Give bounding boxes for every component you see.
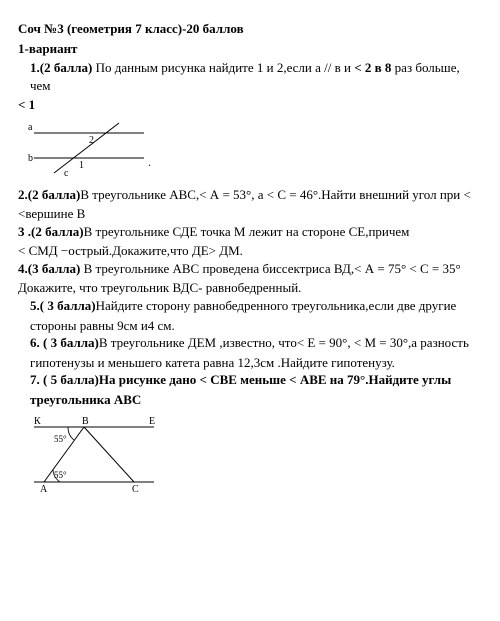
doc-title: Соч №3 (геометрия 7 класс)-20 баллов: [18, 20, 482, 38]
p1-label-a: a: [28, 122, 33, 133]
p7-label-a: А: [40, 484, 48, 495]
p6-num: 6. ( 3 балла): [30, 335, 99, 350]
p3-text: В треугольнике СДЕ точка М лежит на стор…: [84, 224, 410, 239]
p1-lt1: < 1: [18, 96, 482, 114]
p5-line2: стороны равны 9см и4 см.: [18, 317, 482, 335]
problem-6: 6. ( 3 балла)В треугольнике ДЕМ ,известн…: [18, 334, 482, 352]
p1-label-b: b: [28, 153, 33, 164]
problem-1: 1.(2 балла) По данным рисунка найдите 1 …: [18, 59, 482, 94]
p7-label-c: С: [132, 484, 139, 495]
p2-text: В треугольнике АВС,< А = 53°, а < С = 46…: [80, 187, 471, 202]
p2-num: 2.(2 балла): [18, 187, 80, 202]
p5-text: Найдите сторону равнобедренного треуголь…: [96, 298, 457, 313]
p4-line2: Докажите, что треугольник ВДС- равнобедр…: [18, 279, 482, 297]
p1-num: 1.(2 балла): [30, 60, 92, 75]
p5-num: 5.( 3 балла): [30, 298, 96, 313]
p7-line2: треугольника АВС: [18, 391, 482, 409]
p7-num: 7. ( 5 балла)На рисунке дано < СВЕ меньш…: [30, 372, 451, 387]
problem-2: 2.(2 балла)В треугольнике АВС,< А = 53°,…: [18, 186, 482, 204]
svg-text:.: .: [148, 155, 151, 169]
doc-variant: 1-вариант: [18, 40, 482, 58]
p1-lt2: < 2 в 8: [354, 60, 391, 75]
p7-ang1: 55°: [54, 434, 67, 444]
p1-text-a: По данным рисунка найдите 1 и 2,если a /…: [92, 60, 354, 75]
problem-5: 5.( 3 балла)Найдите сторону равнобедренн…: [18, 297, 482, 315]
p7-ang2: 55°: [54, 470, 67, 480]
problem-4: 4.(3 балла) В треугольнике АВС проведена…: [18, 260, 482, 278]
p1-figure: a b c 2 1 .: [24, 118, 154, 180]
p3-line2: < СМД −острый.Докажите,что ДЕ> ДМ.: [18, 242, 482, 260]
p1-ang1: 1: [79, 160, 84, 171]
p7-label-b: В: [82, 416, 89, 427]
p4-text: В треугольнике АВС проведена биссектриса…: [80, 261, 460, 276]
p7-figure: К В Е А С 55° 55°: [24, 412, 174, 497]
p4-num: 4.(3 балла): [18, 261, 80, 276]
problem-3: 3 .(2 балла)В треугольнике СДЕ точка М л…: [18, 223, 482, 241]
p2-line2: <вершине В: [18, 205, 482, 223]
p1-label-c: c: [64, 168, 69, 179]
problem-7: 7. ( 5 балла)На рисунке дано < СВЕ меньш…: [18, 371, 482, 389]
p7-label-k: К: [34, 416, 41, 427]
p1-ang2: 2: [89, 135, 94, 146]
p3-num: 3 .(2 балла): [18, 224, 84, 239]
p7-label-e: Е: [149, 416, 155, 427]
p6-line2: гипотенузы и меньшего катета равна 12,3с…: [18, 354, 482, 372]
p6-text: В треугольнике ДЕМ ,известно, что< Е = 9…: [99, 335, 469, 350]
